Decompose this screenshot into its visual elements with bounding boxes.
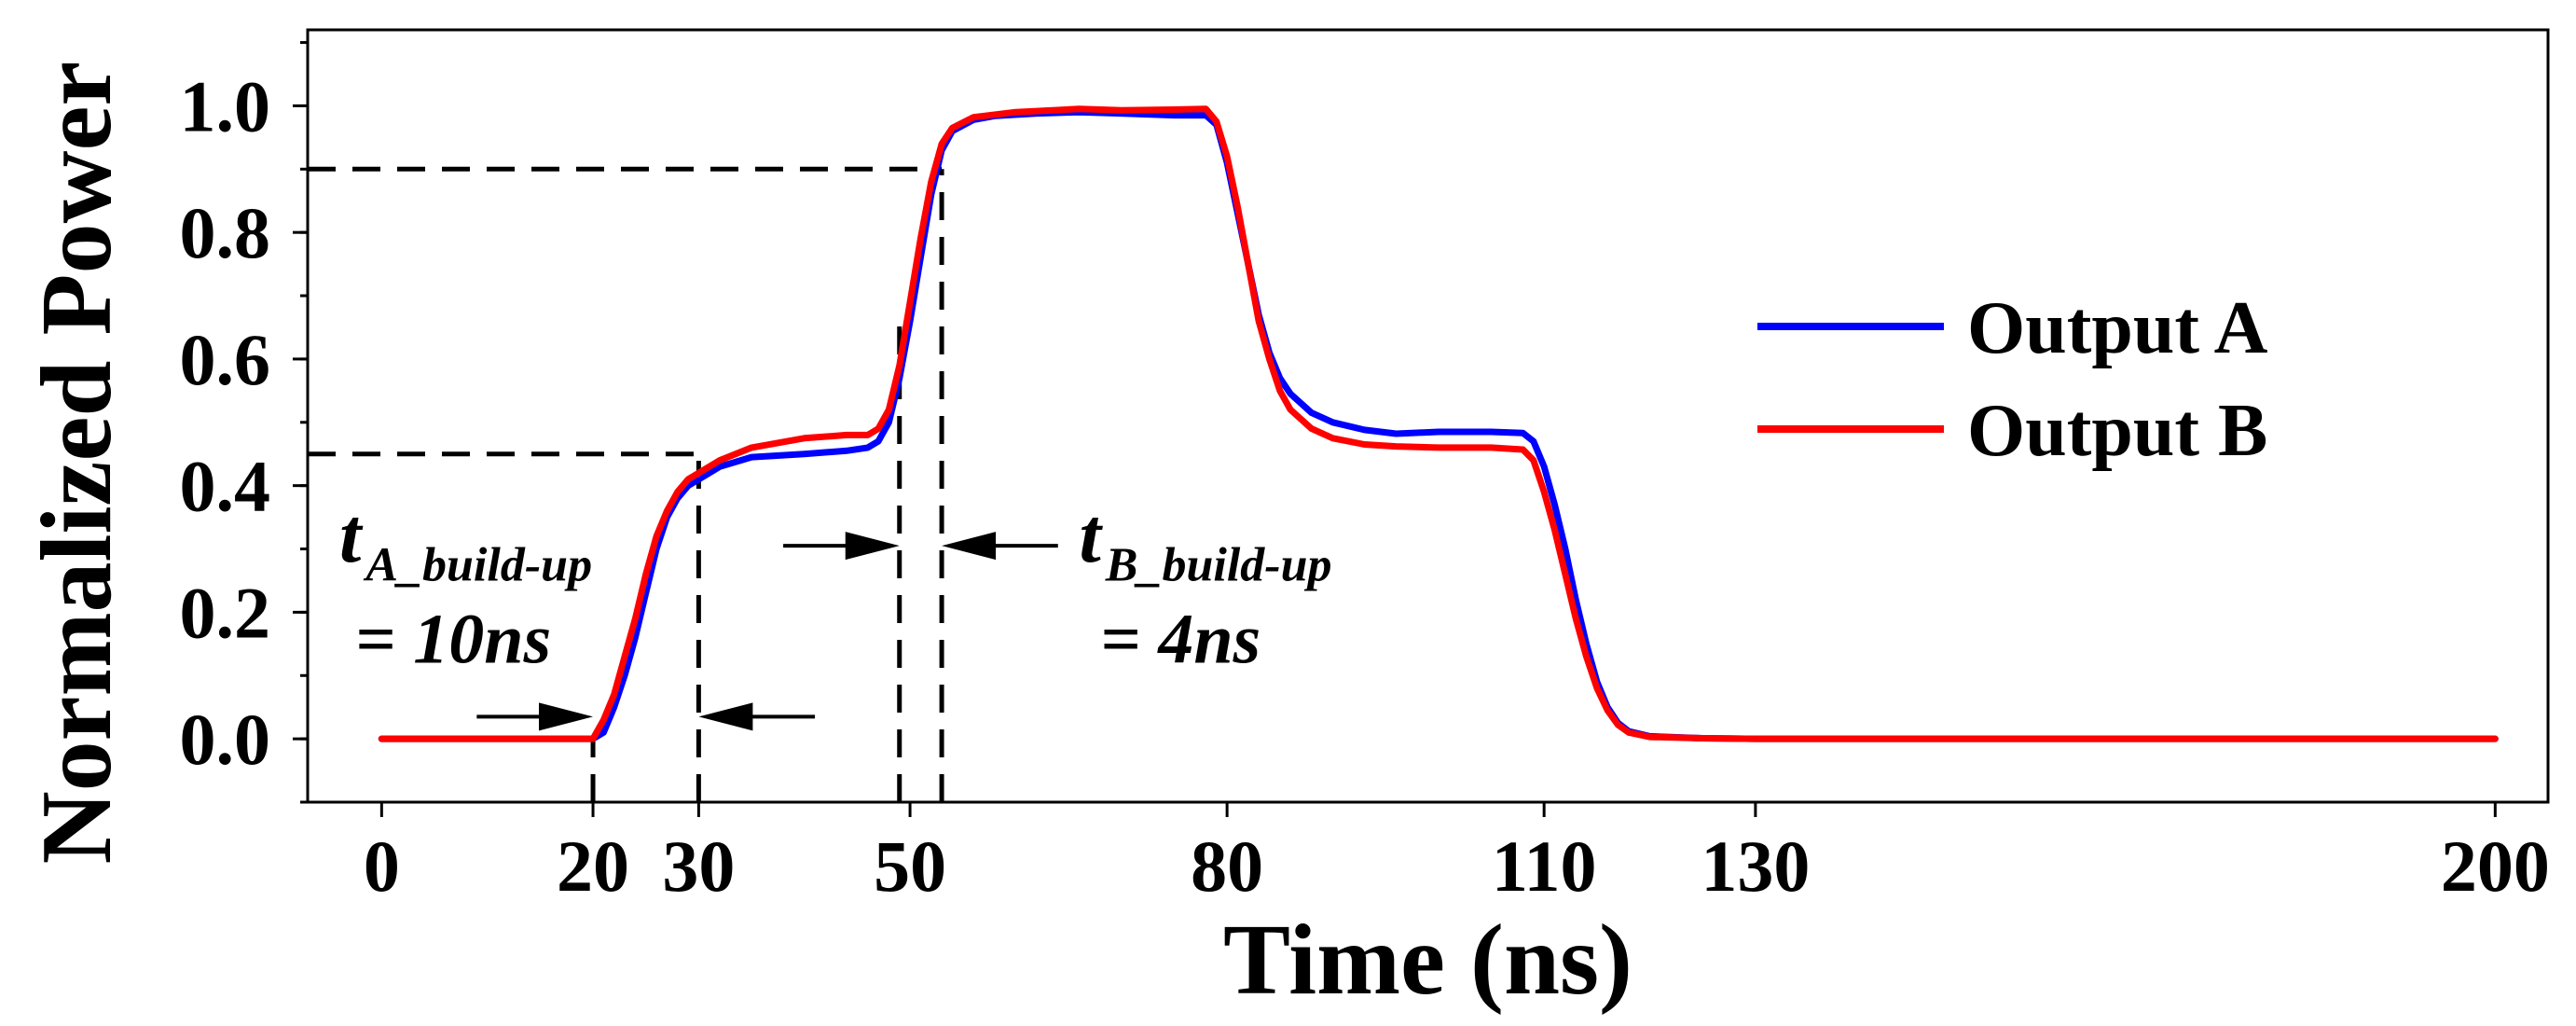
annotation-t-a-main: t (339, 492, 364, 579)
x-tick-label: 20 (557, 825, 629, 907)
plot-frame (306, 28, 2550, 804)
x-tick-label: 130 (1701, 825, 1810, 907)
arrow-head (698, 702, 753, 731)
x-tick-label: 80 (1191, 825, 1263, 907)
series-line-output-a (378, 108, 2499, 742)
arrow-head (942, 532, 997, 561)
arrow-head (539, 702, 594, 731)
reference-lines (308, 166, 944, 802)
x-tick-label: 50 (874, 825, 946, 907)
y-axis-title: Normalized Power (21, 62, 132, 865)
y-tick-label: 0.6 (180, 319, 271, 400)
y-tick-label: 0.0 (180, 699, 271, 780)
arrows-group (476, 532, 1058, 731)
x-tick-label: 200 (2441, 825, 2550, 907)
annotation-t-b-main: t (1079, 492, 1103, 579)
arrow-b-left (783, 532, 900, 561)
legend: Output A Output B (1757, 287, 2268, 472)
legend-label-output-a: Output A (1967, 287, 2268, 369)
annotation-t-b-value: = 4ns (1100, 601, 1260, 679)
x-ticks: 0 20 30 50 80 110 130 200 (364, 802, 2550, 907)
arrow-a-left (476, 702, 594, 731)
x-tick-label: 110 (1492, 825, 1597, 907)
x-axis-title: Time (ns) (1223, 905, 1632, 1016)
x-tick-label: 0 (364, 825, 400, 907)
y-tick-label: 0.8 (180, 192, 271, 273)
series-line-output-b (378, 105, 2499, 742)
arrow-head (845, 532, 900, 561)
annotation-t-a-value: = 10ns (355, 601, 551, 679)
y-tick-label: 0.4 (180, 446, 271, 527)
y-tick-label: 0.2 (180, 572, 271, 653)
series-group (378, 105, 2499, 742)
arrow-a-right (698, 702, 816, 731)
annotation-t-b-sub: B_build-up (1105, 538, 1332, 591)
x-tick-label: 30 (662, 825, 735, 907)
y-tick-label: 1.0 (180, 65, 271, 146)
annotation-t-a-sub: A_build-up (363, 538, 592, 591)
arrow-b-right (942, 532, 1058, 561)
y-ticks: 0.0 0.2 0.4 0.6 0.8 1.0 (180, 65, 308, 780)
legend-label-output-b: Output B (1967, 390, 2267, 472)
